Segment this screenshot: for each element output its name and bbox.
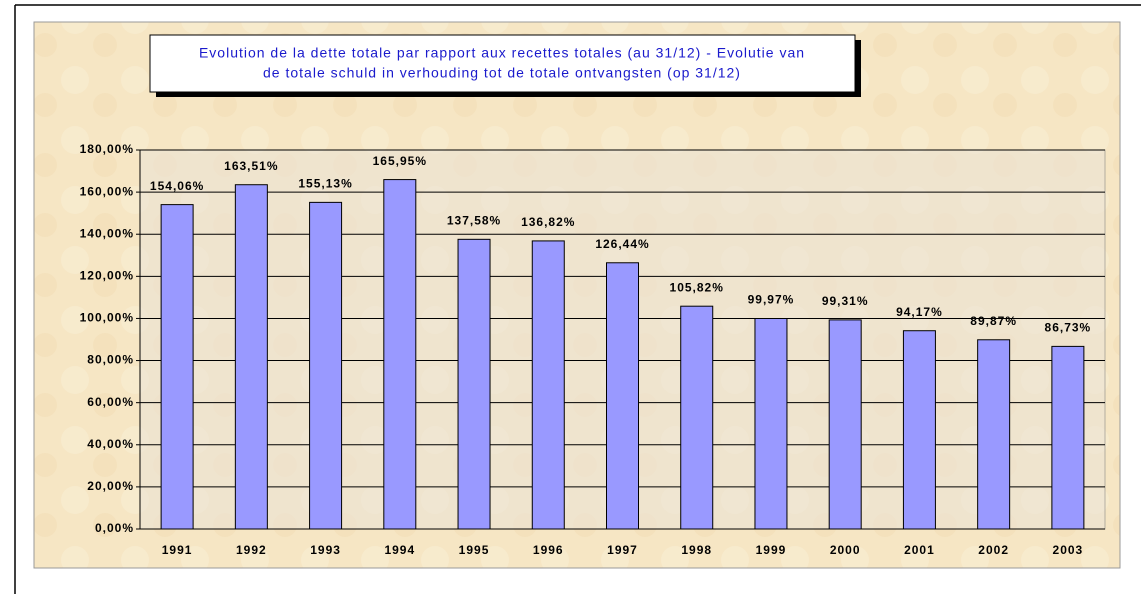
data-label: 89,87% bbox=[970, 314, 1017, 328]
y-tick-label: 20,00% bbox=[87, 479, 134, 493]
data-label: 99,97% bbox=[748, 293, 795, 307]
bar bbox=[680, 305, 714, 530]
x-tick-label: 2002 bbox=[978, 543, 1009, 557]
x-tick-label: 1994 bbox=[384, 543, 415, 557]
data-label: 155,13% bbox=[298, 177, 352, 191]
x-tick-label: 1996 bbox=[533, 543, 564, 557]
y-tick-label: 120,00% bbox=[80, 269, 134, 283]
data-label: 94,17% bbox=[896, 305, 943, 319]
bar bbox=[1051, 345, 1085, 530]
x-tick-label: 2001 bbox=[904, 543, 935, 557]
x-tick-label: 1991 bbox=[162, 543, 193, 557]
x-tick-label: 1992 bbox=[236, 543, 267, 557]
data-label: 86,73% bbox=[1045, 321, 1092, 335]
data-label: 163,51% bbox=[224, 159, 278, 173]
y-tick-label: 100,00% bbox=[80, 311, 134, 325]
x-tick-label: 1998 bbox=[681, 543, 712, 557]
y-tick-label: 180,00% bbox=[80, 142, 134, 156]
x-tick-label: 1995 bbox=[459, 543, 490, 557]
x-tick-label: 1997 bbox=[607, 543, 638, 557]
chart-title: Evolution de la dette totale par rapport… bbox=[199, 45, 805, 61]
data-label: 126,44% bbox=[595, 237, 649, 251]
data-label: 99,31% bbox=[822, 294, 869, 308]
bar bbox=[902, 330, 936, 530]
title-box bbox=[149, 34, 856, 93]
y-tick-label: 40,00% bbox=[87, 437, 134, 451]
data-label: 105,82% bbox=[670, 280, 724, 294]
data-label: 136,82% bbox=[521, 215, 575, 229]
y-tick-label: 60,00% bbox=[87, 395, 134, 409]
x-tick-label: 2003 bbox=[1053, 543, 1084, 557]
bar bbox=[160, 204, 194, 530]
bar bbox=[234, 184, 268, 530]
bar bbox=[977, 339, 1011, 530]
y-tick-label: 140,00% bbox=[80, 226, 134, 240]
y-tick-label: 160,00% bbox=[80, 184, 134, 198]
x-tick-label: 1999 bbox=[756, 543, 787, 557]
y-tick-label: 80,00% bbox=[87, 353, 134, 367]
bar bbox=[828, 319, 862, 530]
y-tick-label: 0,00% bbox=[95, 521, 134, 535]
x-tick-label: 2000 bbox=[830, 543, 861, 557]
bar bbox=[606, 262, 639, 530]
data-label: 165,95% bbox=[373, 154, 427, 168]
bar bbox=[457, 238, 491, 530]
bar bbox=[754, 318, 788, 530]
bar bbox=[383, 179, 417, 530]
chart-title: de totale schuld in verhouding tot de to… bbox=[263, 65, 741, 81]
bar bbox=[309, 201, 343, 530]
x-tick-label: 1993 bbox=[310, 543, 341, 557]
data-label: 154,06% bbox=[150, 179, 204, 193]
bar bbox=[531, 240, 565, 530]
data-label: 137,58% bbox=[447, 213, 501, 227]
